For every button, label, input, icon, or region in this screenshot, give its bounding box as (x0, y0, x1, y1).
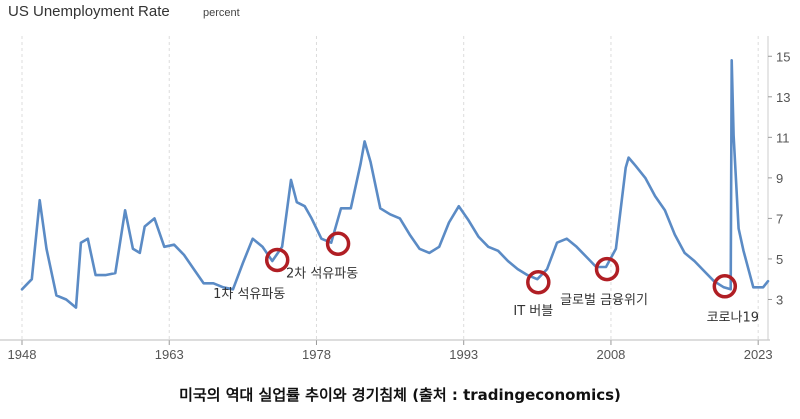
recession-marker (712, 274, 738, 299)
y-tick-label: 11 (776, 130, 790, 145)
x-tick-label: 1963 (155, 347, 184, 362)
annotation-label: IT 버블 (513, 304, 553, 319)
y-tick-label: 15 (776, 49, 790, 64)
annotation-label: 코로나19 (707, 310, 759, 325)
series-layer (20, 59, 770, 309)
chart-subtitle: percent (203, 7, 240, 19)
recession-marker (526, 269, 551, 295)
y-tick-label: 13 (776, 90, 790, 105)
recession-marker (264, 247, 290, 273)
x-tick-label: 1993 (449, 347, 478, 362)
annotation-label: 2차 석유파동 (286, 267, 358, 282)
annotation-label: 글로벌 금융위기 (560, 293, 648, 308)
x-tick-label: 1948 (8, 347, 37, 362)
annotation-label: 1차 석유파동 (213, 287, 285, 302)
x-tick-label: 2023 (744, 347, 773, 362)
y-tick-label: 7 (776, 211, 783, 226)
recession-marker (594, 256, 620, 282)
series-line (20, 59, 770, 309)
y-tick-label: 5 (776, 252, 783, 267)
recession-marker (325, 231, 351, 256)
figure-caption: 미국의 역대 실업률 추이와 경기침체 (출처 : tradingeconomi… (179, 386, 621, 404)
x-tick-label: 1978 (302, 347, 331, 362)
y-tick-label: 3 (776, 292, 783, 307)
chart-title: US Unemployment Rate (8, 3, 170, 20)
y-tick-label: 9 (776, 171, 783, 186)
x-tick-label: 2008 (596, 347, 625, 362)
axes: 1948 1963 1978 1993 2008 2023 3 5 7 9 11 13 15 (0, 36, 790, 362)
